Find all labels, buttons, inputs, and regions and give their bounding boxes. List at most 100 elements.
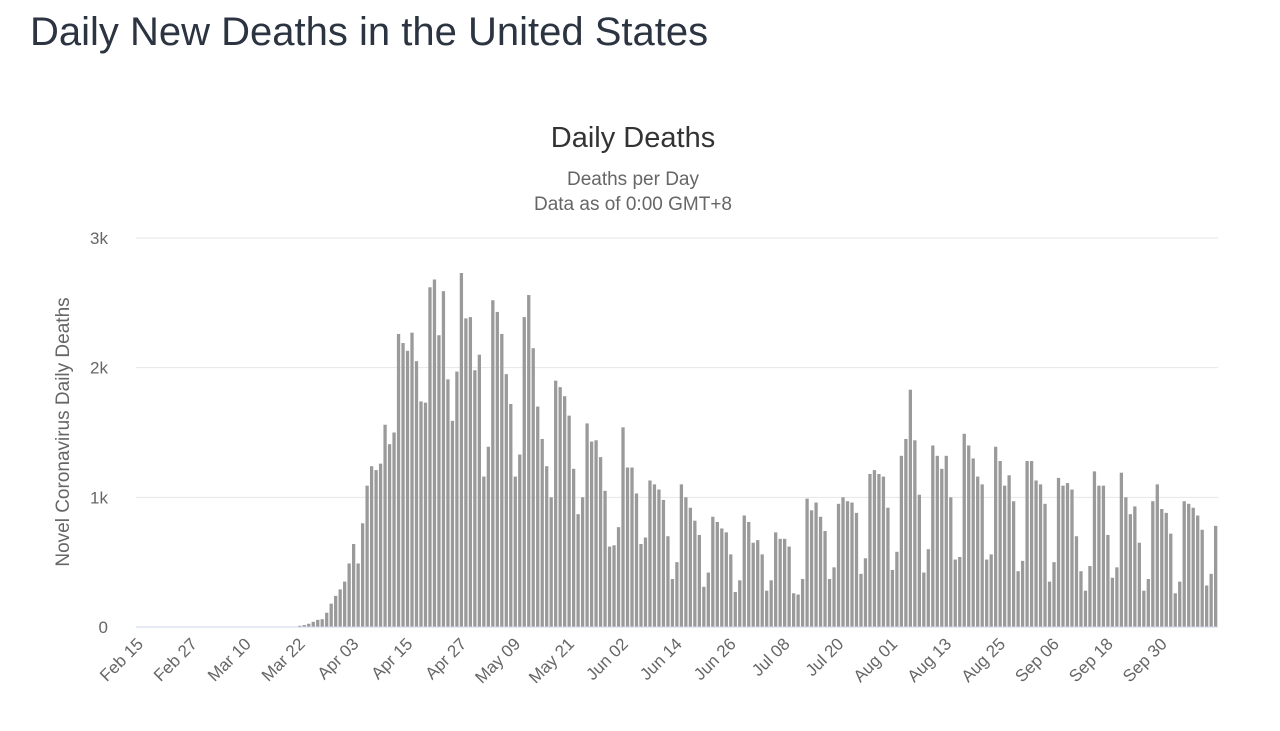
- x-tick-label: Mar 10: [204, 634, 255, 685]
- bar: [908, 389, 913, 627]
- bar: [931, 445, 935, 627]
- bar: [298, 625, 302, 627]
- bar: [1003, 485, 1007, 627]
- bar: [886, 507, 890, 627]
- bar: [1097, 485, 1101, 627]
- bar: [675, 562, 679, 627]
- bar: [724, 532, 728, 627]
- bar: [697, 534, 701, 627]
- bar: [338, 589, 342, 627]
- bar: [473, 370, 477, 627]
- bar: [760, 554, 764, 627]
- bar: [958, 556, 962, 627]
- bar: [576, 514, 580, 627]
- bar: [396, 333, 401, 627]
- bar: [580, 497, 585, 627]
- bar: [854, 512, 859, 627]
- bar: [648, 480, 652, 627]
- bar: [1209, 573, 1213, 627]
- bar: [1025, 461, 1029, 627]
- bar: [414, 361, 419, 627]
- bar: [1034, 480, 1038, 627]
- bar: [316, 619, 320, 627]
- bar: [1182, 501, 1186, 627]
- bar: [482, 476, 486, 627]
- bar: [868, 473, 872, 627]
- bar: [1169, 533, 1173, 627]
- bar: [625, 467, 630, 627]
- x-tick-label: Apr 15: [368, 634, 417, 683]
- bar: [1146, 579, 1150, 627]
- x-tick-label: Aug 13: [904, 634, 956, 686]
- bar: [899, 455, 904, 627]
- bar: [652, 484, 657, 627]
- bar: [787, 546, 791, 627]
- bar: [428, 287, 432, 627]
- bar: [549, 497, 553, 627]
- bar: [913, 440, 917, 627]
- chart-title: Daily Deaths: [551, 122, 715, 154]
- bar: [1065, 483, 1070, 627]
- bar: [639, 544, 643, 627]
- bar: [998, 461, 1002, 627]
- x-tick-label: Apr 03: [314, 634, 363, 683]
- bar: [778, 538, 782, 627]
- bar: [783, 538, 787, 627]
- chart-subtitle-2: Data as of 0:00 GMT+8: [534, 194, 732, 215]
- x-tick-label: Feb 27: [150, 634, 201, 685]
- x-axis-ticks: Feb 15 Feb 27 Mar 10 Mar 22 Apr 03 Apr 15 Apr …: [96, 634, 1171, 687]
- bar: [751, 542, 755, 627]
- bar: [953, 559, 957, 627]
- bar: [1011, 501, 1016, 627]
- bar: [1200, 529, 1204, 627]
- y-tick-label: 0: [99, 618, 108, 637]
- bar: [863, 558, 868, 627]
- bar: [1142, 590, 1146, 627]
- bar: [643, 537, 648, 627]
- bar: [976, 476, 980, 627]
- bar: [845, 501, 850, 627]
- bar: [378, 463, 383, 627]
- bar: [410, 332, 414, 627]
- bar: [980, 484, 984, 627]
- bar: [477, 354, 481, 627]
- x-tick-label: Feb 15: [96, 634, 147, 685]
- bar: [688, 507, 693, 627]
- bar: [1070, 489, 1074, 627]
- bar: [1178, 581, 1182, 627]
- bar: [630, 467, 634, 627]
- bar: [500, 333, 504, 627]
- bar: [769, 580, 773, 627]
- bar: [320, 619, 324, 627]
- bar: [369, 466, 374, 627]
- bar: [967, 445, 971, 627]
- x-tick-label: Sep 30: [1119, 634, 1171, 686]
- bar: [1088, 566, 1092, 627]
- bar: [441, 291, 446, 627]
- bar: [944, 455, 948, 627]
- y-axis-ticks: 0 1k 2k 3k: [90, 229, 108, 637]
- bar: [1205, 585, 1209, 627]
- bar: [890, 569, 895, 627]
- bar: [940, 468, 944, 627]
- bar: [1151, 501, 1155, 627]
- bar: [666, 536, 670, 627]
- bar: [486, 446, 490, 627]
- bar: [720, 528, 724, 627]
- y-tick-label: 2k: [90, 359, 108, 378]
- x-tick-label: Sep 06: [1011, 634, 1063, 686]
- bar: [401, 343, 405, 627]
- bar: [325, 612, 329, 627]
- y-tick-label: 3k: [90, 229, 108, 248]
- bar: [805, 498, 809, 627]
- bar: [387, 444, 392, 627]
- bar: [1020, 560, 1025, 627]
- bar: [917, 494, 921, 627]
- bar: [859, 573, 863, 627]
- bar: [1191, 507, 1195, 627]
- page-title: Daily New Deaths in the United States: [30, 10, 709, 54]
- bar: [567, 415, 571, 627]
- bar: [571, 468, 576, 627]
- chart-subtitle-1: Deaths per Day: [567, 169, 700, 190]
- bar: [1160, 509, 1164, 627]
